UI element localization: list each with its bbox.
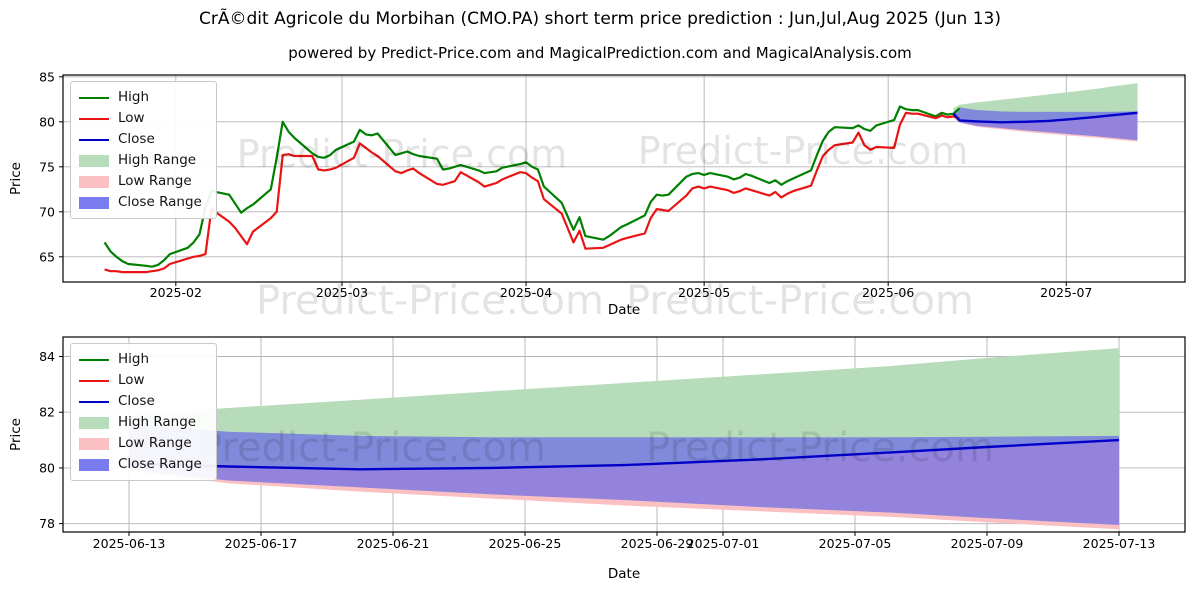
legend-patch-swatch xyxy=(79,458,109,471)
y-axis-label: Price xyxy=(8,162,24,195)
y-tick-label: 80 xyxy=(39,114,55,129)
legend-label: Low xyxy=(118,110,145,126)
legend-forecast-chart: High Low Close High Range Low Range Close Ran… xyxy=(70,343,217,481)
legend-patch-swatch xyxy=(79,175,109,188)
close-range-band xyxy=(953,107,1138,141)
legend-label: High Range xyxy=(118,414,197,430)
close-line xyxy=(952,111,1138,124)
legend-item-low: Low xyxy=(79,371,202,390)
legend-item-high-range: High Range xyxy=(79,151,202,170)
legend-patch-swatch xyxy=(79,196,109,209)
x-tick-label: 2025-06-29 xyxy=(621,536,694,551)
legend-line-swatch xyxy=(79,400,109,403)
legend-label: Close Range xyxy=(118,456,202,472)
legend-item-high: High xyxy=(79,88,202,107)
axes-frame xyxy=(62,336,1186,533)
x-tick-label: 2025-07-09 xyxy=(951,536,1024,551)
y-tick-label: 80 xyxy=(39,460,55,475)
legend-item-low: Low xyxy=(79,109,202,128)
y-axis-label: Price xyxy=(8,418,24,451)
figure-title: CrÃ©dit Agricole du Morbihan (CMO.PA) sh… xyxy=(199,9,1001,29)
legend-item-close: Close xyxy=(79,130,202,149)
legend-label: Low Range xyxy=(118,173,192,189)
legend-label: Close Range xyxy=(118,194,202,210)
legend-item-close-range: Close Range xyxy=(79,455,202,474)
legend-label: Low Range xyxy=(118,435,192,451)
x-tick-label: 2025-07-13 xyxy=(1083,536,1156,551)
legend-item-low-range: Low Range xyxy=(79,172,202,191)
y-tick-label: 65 xyxy=(39,249,55,264)
legend-label: Low xyxy=(118,372,145,388)
high-line xyxy=(103,105,961,268)
figure-subtitle: powered by Predict-Price.com and Magical… xyxy=(288,44,912,62)
x-tick-label: 2025-06-21 xyxy=(357,536,430,551)
legend-item-close-range: Close Range xyxy=(79,193,202,212)
x-axis-label: Date xyxy=(608,302,640,318)
legend-label: Close xyxy=(118,393,155,409)
x-tick-label: 2025-07-01 xyxy=(687,536,760,551)
x-tick-label: 2025-02 xyxy=(150,285,202,300)
legend-line-swatch xyxy=(79,117,109,120)
y-tick-label: 78 xyxy=(39,516,55,531)
x-tick-label: 2025-07 xyxy=(1040,285,1092,300)
close-range-band xyxy=(129,423,1119,525)
x-axis-label: Date xyxy=(608,566,640,582)
legend-item-high-range: High Range xyxy=(79,413,202,432)
x-tick-label: 2025-04 xyxy=(500,285,552,300)
legend-item-low-range: Low Range xyxy=(79,434,202,453)
legend-patch-swatch xyxy=(79,154,109,167)
axes-frame xyxy=(62,74,1186,283)
legend-item-close: Close xyxy=(79,392,202,411)
y-tick-label: 85 xyxy=(39,69,55,84)
legend-label: Close xyxy=(118,131,155,147)
legend-item-high: High xyxy=(79,350,202,369)
legend-patch-swatch xyxy=(79,416,109,429)
legend-label: High xyxy=(118,89,150,105)
x-tick-label: 2025-06-17 xyxy=(225,536,298,551)
x-tick-label: 2025-07-05 xyxy=(819,536,892,551)
x-tick-label: 2025-06 xyxy=(862,285,914,300)
legend-history-chart: High Low Close High Range Low Range Close Ran… xyxy=(70,81,217,219)
legend-patch-swatch xyxy=(79,437,109,450)
low-line xyxy=(104,111,960,274)
x-tick-label: 2025-03 xyxy=(316,285,368,300)
x-tick-label: 2025-06-13 xyxy=(93,536,166,551)
y-tick-label: 75 xyxy=(39,159,55,174)
legend-label: High Range xyxy=(118,152,197,168)
legend-line-swatch xyxy=(79,96,109,99)
x-tick-label: 2025-05 xyxy=(678,285,730,300)
legend-line-swatch xyxy=(79,379,109,382)
y-tick-label: 70 xyxy=(39,204,55,219)
legend-line-swatch xyxy=(79,138,109,141)
x-tick-label: 2025-06-25 xyxy=(489,536,562,551)
legend-label: High xyxy=(118,351,150,367)
close-line xyxy=(128,438,1120,471)
legend-line-swatch xyxy=(79,358,109,361)
y-tick-label: 84 xyxy=(39,349,55,364)
y-tick-label: 82 xyxy=(39,405,55,420)
